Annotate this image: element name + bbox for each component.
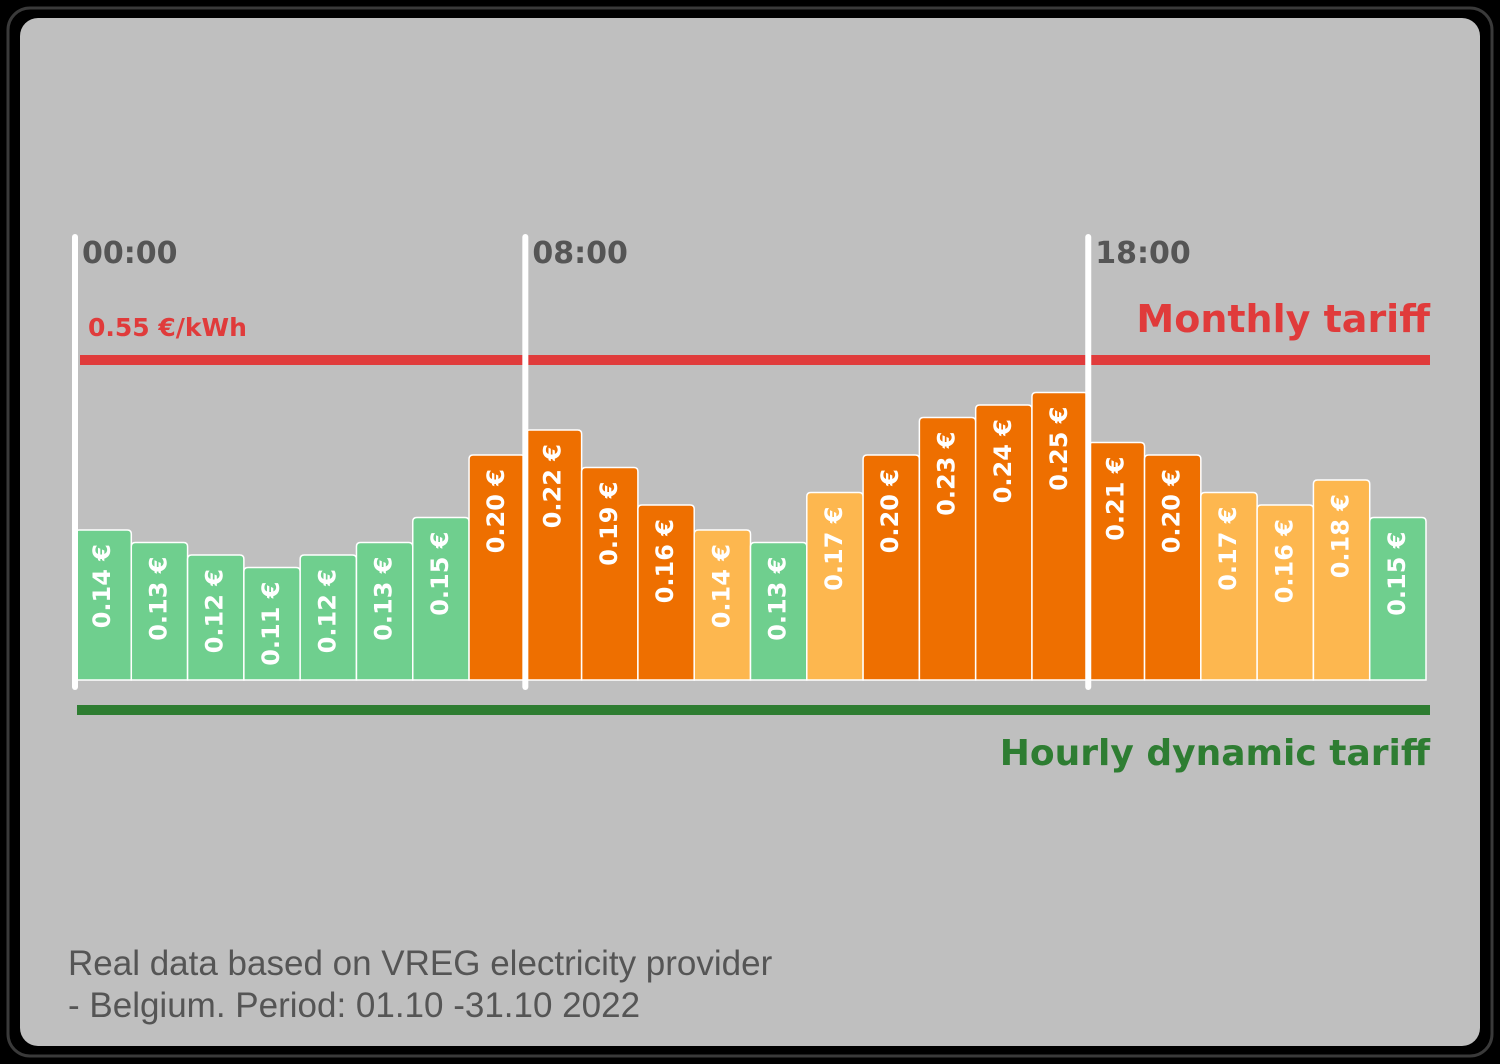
value-label: 0.13 €: [144, 557, 172, 641]
hourly-tariff-line: [77, 705, 1430, 715]
bar: [1200, 491, 1258, 681]
value-label: 0.21 €: [1101, 457, 1129, 541]
value-label: 0.16 €: [1270, 519, 1298, 603]
value-label: 0.15 €: [1383, 532, 1411, 616]
value-label: 0.16 €: [651, 519, 679, 603]
value-label: 0.13 €: [764, 557, 792, 641]
monthly-tariff-line: [80, 355, 1430, 365]
monthly-tariff-label: Monthly tariff: [1136, 297, 1431, 341]
value-label: 0.11 €: [257, 582, 285, 666]
bar: [1368, 516, 1427, 681]
time-label: 18:00: [1095, 236, 1191, 271]
bar: [186, 554, 245, 681]
value-label: 0.17 €: [820, 507, 848, 591]
value-label: 0.12 €: [201, 569, 229, 653]
bar: [130, 541, 189, 681]
footnote: Real data based on VREG electricity prov…: [68, 944, 773, 983]
value-label: 0.20 €: [876, 469, 904, 553]
time-label: 00:00: [82, 236, 178, 271]
value-label: 0.20 €: [482, 469, 510, 553]
value-label: 0.25 €: [1045, 407, 1073, 491]
hourly-tariff-label: Hourly dynamic tariff: [1000, 733, 1431, 774]
value-label: 0.14 €: [88, 544, 116, 628]
value-label: 0.13 €: [370, 557, 398, 641]
bar: [1143, 454, 1202, 681]
value-label: 0.17 €: [1214, 507, 1242, 591]
value-label: 0.15 €: [426, 532, 454, 616]
value-label: 0.12 €: [313, 569, 341, 653]
bar: [1312, 479, 1371, 681]
value-label: 0.20 €: [1158, 469, 1186, 553]
bar: [637, 504, 695, 681]
value-label: 0.19 €: [595, 482, 623, 566]
time-label: 08:00: [532, 236, 628, 271]
value-label: 0.23 €: [933, 431, 961, 515]
bar: [580, 466, 639, 681]
value-label: 0.24 €: [989, 419, 1017, 503]
bar: [693, 529, 752, 681]
footnote: - Belgium. Period: 01.10 -31.10 2022: [68, 986, 640, 1025]
monthly-tariff-value: 0.55 €/kWh: [88, 313, 247, 342]
value-label: 0.22 €: [538, 444, 566, 528]
value-label: 0.18 €: [1327, 494, 1355, 578]
value-label: 0.14 €: [707, 544, 735, 628]
